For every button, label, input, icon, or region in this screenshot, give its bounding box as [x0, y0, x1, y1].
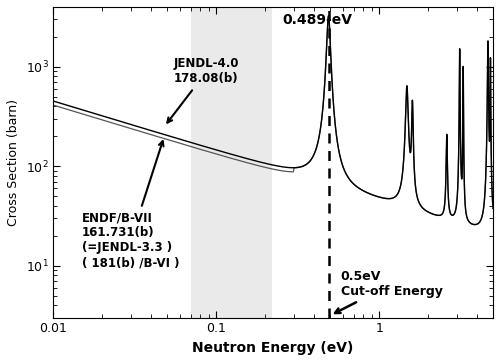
Text: 0.489-eV: 0.489-eV — [282, 13, 352, 27]
Y-axis label: Cross Section (barn): Cross Section (barn) — [7, 99, 20, 226]
Text: 0.5eV
Cut-off Energy: 0.5eV Cut-off Energy — [335, 270, 442, 313]
Text: JENDL-4.0
178.08(b): JENDL-4.0 178.08(b) — [168, 57, 240, 123]
Text: ENDF/B-VII
161.731(b)
(=JENDL-3.3 )
( 181(b) /B-VI ): ENDF/B-VII 161.731(b) (=JENDL-3.3 ) ( 18… — [82, 141, 180, 269]
Bar — [191, 7, 272, 317]
X-axis label: Neutron Energy (eV): Neutron Energy (eV) — [192, 341, 354, 355]
